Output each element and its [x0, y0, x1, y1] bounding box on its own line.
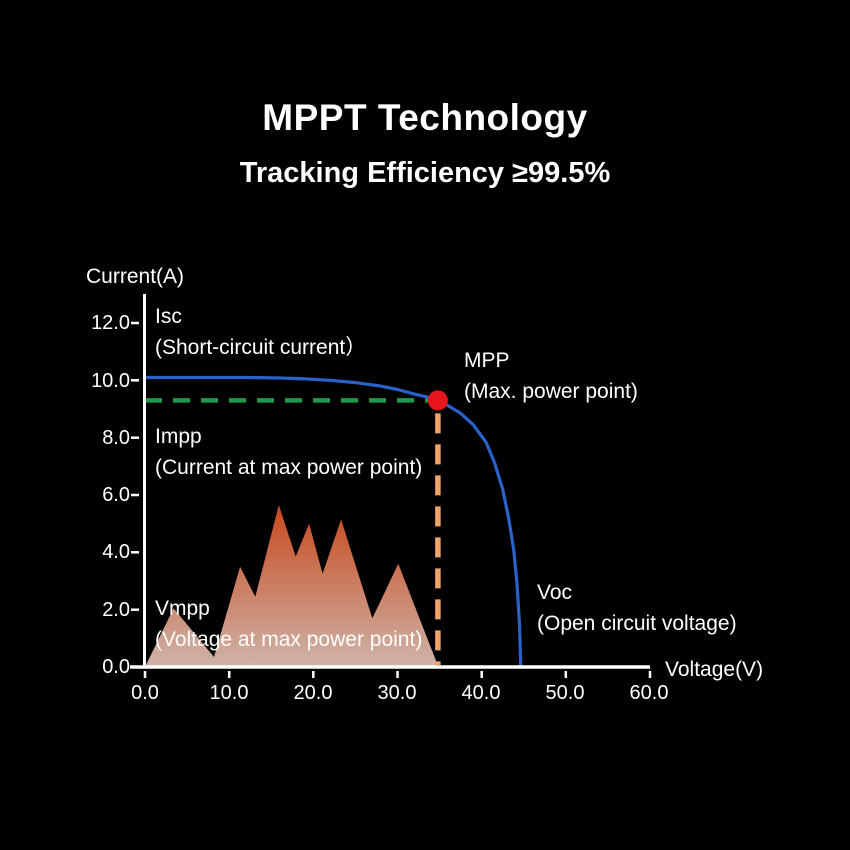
x-tick-label: 60.0: [629, 682, 669, 704]
vmpp-description: (Voltage at max power point): [155, 628, 423, 651]
page-title: MPPT Technology: [262, 97, 588, 138]
impp-annotation: Impp (Current at max power point): [155, 421, 422, 483]
voc-label: Voc: [537, 581, 573, 604]
mpp-annotation: MPP (Max. power point): [464, 345, 638, 407]
vmpp-annotation: Vmpp (Voltage at max power point): [155, 593, 422, 655]
x-tick-label: 0.0: [131, 682, 159, 704]
y-tick-label: 10.0: [91, 370, 130, 392]
y-tick-label: 6.0: [102, 484, 130, 506]
x-tick-label: 40.0: [461, 682, 501, 704]
voc-annotation: Voc (Open circuit voltage): [537, 577, 737, 639]
page-subtitle: Tracking Efficiency ≥99.5%: [239, 157, 611, 189]
impp-label: Impp: [155, 425, 202, 448]
x-tick-label: 30.0: [377, 682, 417, 704]
mpp-label: MPP: [464, 349, 510, 372]
mpp-description: (Max. power point): [464, 380, 638, 403]
y-tick-label: 2.0: [102, 599, 130, 621]
impp-description: (Current at max power point): [155, 456, 423, 479]
x-axis-title: Voltage(V): [665, 658, 764, 681]
isc-label: Isc: [155, 305, 182, 328]
power-mountain: [145, 505, 438, 667]
y-tick-label: 4.0: [102, 541, 130, 563]
y-tick-label: 8.0: [102, 427, 130, 449]
y-axis-title: Current(A): [86, 265, 185, 288]
iv-plot: [130, 294, 652, 678]
x-tick-label: 50.0: [545, 682, 585, 704]
x-tick-label: 10.0: [209, 682, 249, 704]
x-tick-label: 20.0: [293, 682, 333, 704]
isc-annotation: Isc (Short-circuit current）: [155, 301, 366, 363]
voc-description: (Open circuit voltage): [537, 612, 737, 635]
y-tick-label: 0.0: [102, 656, 130, 678]
y-tick-label: 12.0: [91, 312, 130, 334]
x-tick-marks: [143, 671, 652, 678]
mpp-point: [427, 390, 448, 411]
isc-description: (Short-circuit current）: [155, 336, 367, 359]
y-tick-marks: [131, 321, 139, 669]
vmpp-label: Vmpp: [155, 597, 210, 620]
